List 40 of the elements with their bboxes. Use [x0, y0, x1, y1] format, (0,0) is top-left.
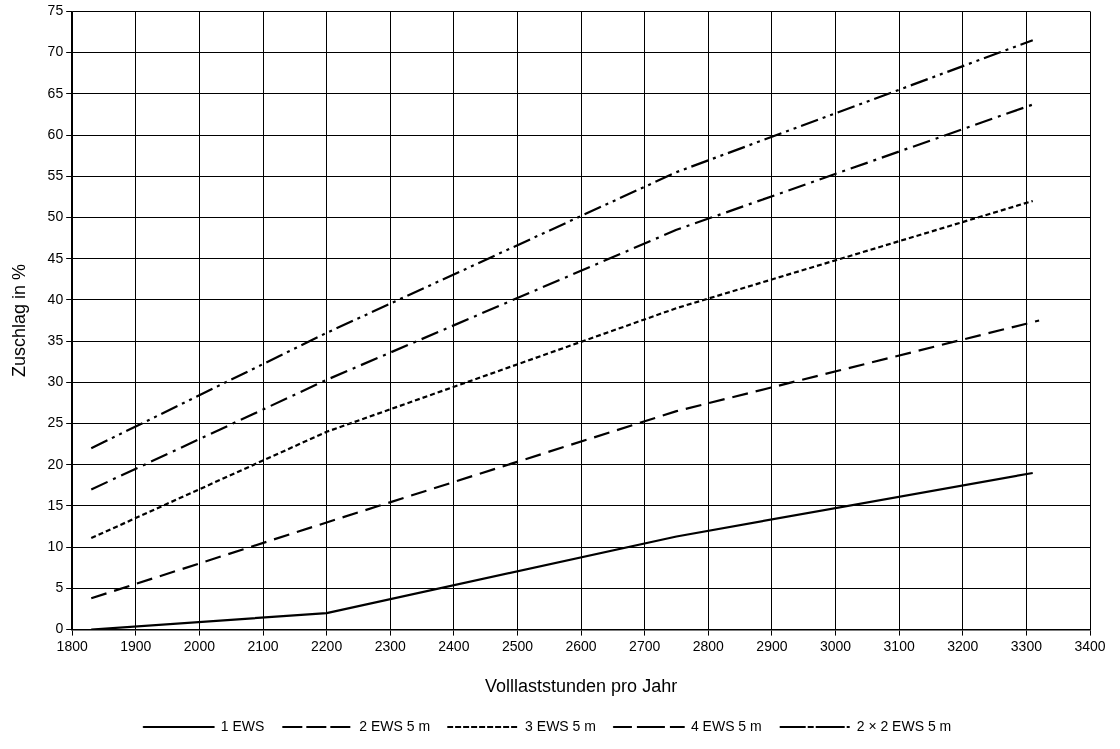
legend-label: 3 EWS 5 m: [525, 717, 596, 734]
y-tick-label: 75: [47, 2, 64, 19]
y-tick-label: 45: [47, 249, 64, 266]
x-tick-label: 2600: [565, 637, 597, 654]
x-tick-label: 2200: [311, 637, 343, 654]
x-tick-label: 2000: [183, 637, 216, 654]
x-tick-label: 2500: [501, 637, 534, 654]
x-tick-label: 1800: [56, 637, 88, 654]
y-tick-label: 35: [47, 331, 64, 348]
x-tick-label: 2900: [756, 637, 788, 654]
y-tick-label: 15: [47, 496, 64, 513]
y-tick-label: 0: [55, 620, 64, 637]
legend-label: 1 EWS: [220, 717, 265, 734]
y-tick-label: 55: [47, 167, 64, 184]
y-tick-label: 65: [47, 84, 64, 101]
x-tick-label: 2100: [247, 637, 279, 654]
y-tick-label: 40: [47, 290, 64, 307]
x-tick-label: 3200: [947, 637, 979, 654]
y-tick-label: 25: [47, 414, 64, 431]
y-tick-label: 60: [47, 125, 64, 142]
legend-label: 2 × 2 EWS 5 m: [856, 717, 952, 734]
x-tick-label: 3400: [1074, 637, 1106, 654]
x-tick-label: 3100: [883, 637, 915, 654]
x-axis-title: Volllaststunden pro Jahr: [485, 676, 678, 697]
legend-label: 2 EWS 5 m: [359, 717, 431, 734]
y-tick-label: 70: [47, 43, 64, 60]
y-tick-label: 5: [55, 579, 64, 596]
x-tick-label: 2300: [374, 637, 407, 654]
y-tick-label: 30: [47, 373, 64, 390]
x-tick-label: 3300: [1010, 637, 1043, 654]
y-tick-label: 50: [47, 208, 64, 225]
x-tick-label: 1900: [120, 637, 152, 654]
y-tick-label: 10: [47, 538, 64, 555]
x-tick-label: 2800: [692, 637, 725, 654]
y-tick-label: 20: [47, 455, 64, 472]
x-tick-label: 2700: [629, 637, 661, 654]
y-axis-title: Zuschlag in %: [8, 263, 29, 378]
x-tick-label: 2400: [438, 637, 470, 654]
legend-label: 4 EWS 5 m: [690, 717, 762, 734]
x-tick-label: 3000: [819, 637, 852, 654]
